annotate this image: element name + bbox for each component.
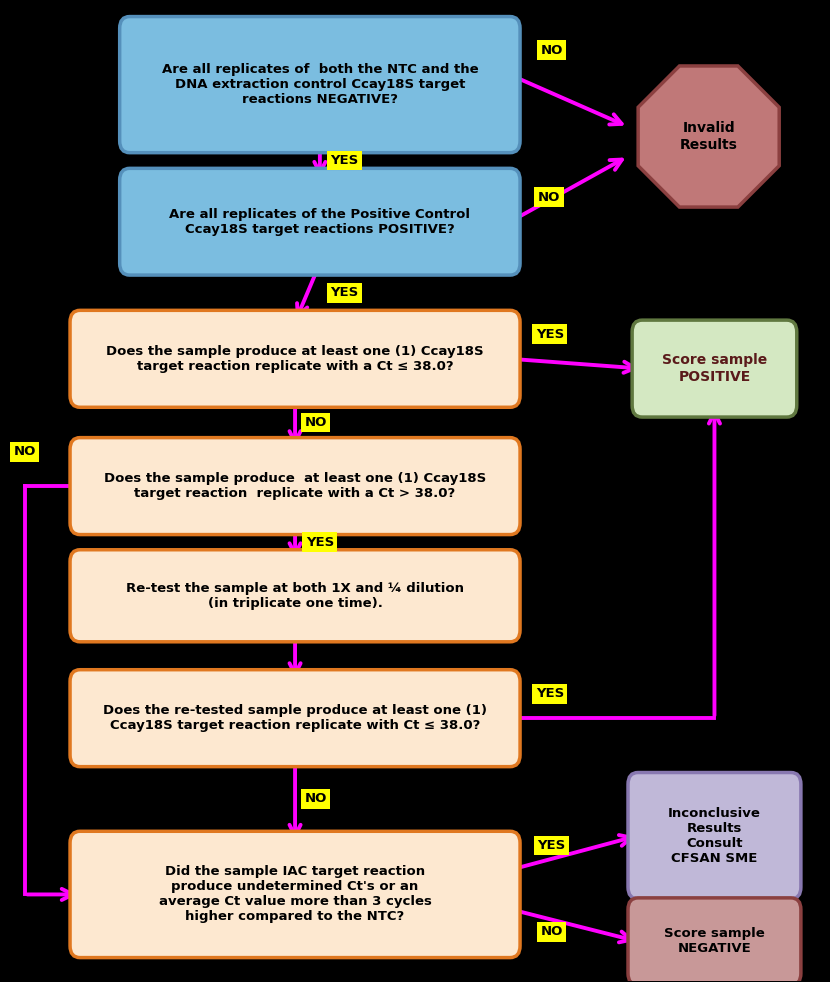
FancyBboxPatch shape bbox=[628, 773, 801, 899]
FancyBboxPatch shape bbox=[70, 310, 520, 408]
Text: Does the sample produce  at least one (1) Ccay18S
target reaction  replicate wit: Does the sample produce at least one (1)… bbox=[104, 472, 486, 500]
Polygon shape bbox=[638, 66, 779, 207]
Text: NO: NO bbox=[13, 445, 36, 459]
FancyBboxPatch shape bbox=[632, 320, 797, 417]
FancyBboxPatch shape bbox=[120, 168, 520, 275]
FancyBboxPatch shape bbox=[120, 17, 520, 152]
FancyBboxPatch shape bbox=[628, 898, 801, 982]
Text: YES: YES bbox=[330, 154, 359, 167]
Text: NO: NO bbox=[305, 416, 327, 429]
Text: NO: NO bbox=[305, 792, 327, 805]
Text: YES: YES bbox=[330, 286, 359, 300]
Text: YES: YES bbox=[537, 839, 565, 852]
Text: Inconclusive
Results
Consult
CFSAN SME: Inconclusive Results Consult CFSAN SME bbox=[668, 806, 761, 865]
FancyBboxPatch shape bbox=[70, 438, 520, 534]
Text: Are all replicates of  both the NTC and the
DNA extraction control Ccay18S targe: Are all replicates of both the NTC and t… bbox=[162, 63, 478, 106]
Text: YES: YES bbox=[535, 687, 564, 700]
Text: YES: YES bbox=[535, 328, 564, 341]
Text: Score sample
NEGATIVE: Score sample NEGATIVE bbox=[664, 927, 764, 955]
Text: Invalid
Results: Invalid Results bbox=[680, 122, 738, 151]
FancyBboxPatch shape bbox=[70, 670, 520, 767]
Text: Score sample
POSITIVE: Score sample POSITIVE bbox=[662, 354, 767, 384]
Text: Re-test the sample at both 1X and ¼ dilution
(in triplicate one time).: Re-test the sample at both 1X and ¼ dilu… bbox=[126, 581, 464, 610]
FancyBboxPatch shape bbox=[70, 550, 520, 642]
Text: Are all replicates of the Positive Control
Ccay18S target reactions POSITIVE?: Are all replicates of the Positive Contr… bbox=[169, 208, 471, 236]
Text: Does the re-tested sample produce at least one (1)
Ccay18S target reaction repli: Does the re-tested sample produce at lea… bbox=[103, 704, 487, 733]
Text: NO: NO bbox=[540, 925, 563, 938]
FancyBboxPatch shape bbox=[70, 832, 520, 957]
Text: NO: NO bbox=[538, 191, 560, 203]
Text: NO: NO bbox=[540, 44, 563, 57]
Text: Does the sample produce at least one (1) Ccay18S
target reaction replicate with : Does the sample produce at least one (1)… bbox=[106, 345, 484, 373]
Text: YES: YES bbox=[305, 535, 334, 549]
Text: Did the sample IAC target reaction
produce undetermined Ct's or an
average Ct va: Did the sample IAC target reaction produ… bbox=[159, 865, 432, 923]
